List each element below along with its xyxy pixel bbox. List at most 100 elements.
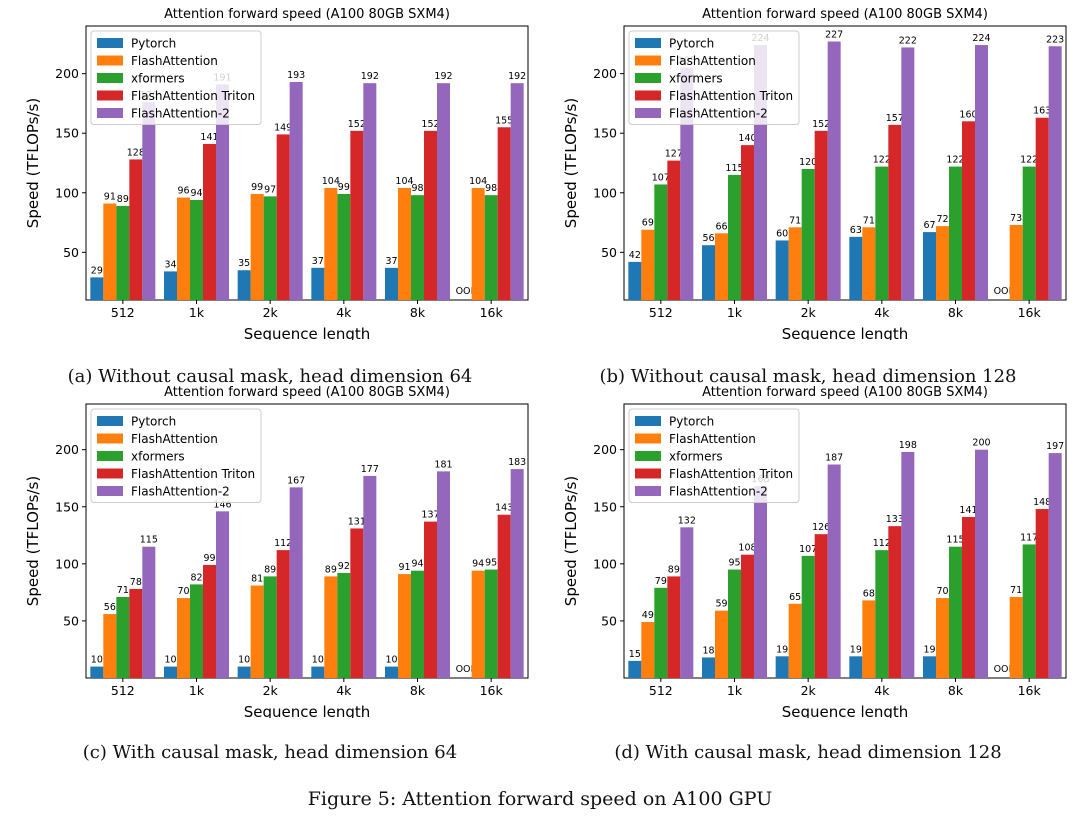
chart-a-bar-flashattention-2 [289,81,303,300]
chart-c-legend-swatch-flashattention-triton [97,468,123,479]
chart-c-bar-flashattention [177,598,190,678]
chart-d-bar-flashattention [936,598,949,678]
chart-b-data-label: 115 [725,163,743,174]
chart-d-bar-flashattention-2 [680,527,694,678]
chart-b-legend-label-pytorch: Pytorch [669,37,714,51]
chart-c-legend-label-flashattention-2: FlashAttention-2 [131,485,230,499]
chart-d-legend-label-flashattention-triton: FlashAttention Triton [669,467,793,481]
chart-a-xtick-label: 1k [189,305,205,320]
chart-d: Attention forward speed (A100 80GB SXM4)… [538,378,1078,718]
chart-c-legend [90,408,262,503]
chart-a-bar-flashattention [398,188,411,300]
chart-a-data-label: 97 [264,184,276,195]
chart-a-data-label: 91 [104,192,116,203]
chart-a-ytick-label: 150 [55,126,79,141]
caption-d: (d) With causal mask, head dimension 128 [614,742,1002,763]
chart-d-bar-xformers [654,587,668,678]
chart-c-bar-flashattention-2 [437,471,450,678]
chart-b-bar-flashattention-2 [1048,46,1062,301]
chart-c-data-label: 91 [398,562,410,573]
chart-b-bar-xformers [728,174,741,300]
chart-d-data-label: 112 [873,538,891,549]
chart-a-xtick-label: 16k [480,305,504,320]
chart-d-bar-pytorch [702,657,715,678]
chart-a-data-label: 193 [287,70,305,81]
chart-d-legend-swatch-flashattention-2 [635,486,661,496]
chart-a-bar-xformers [484,195,498,300]
chart-b-bar-flashattention-triton [888,124,902,300]
chart-a-bar-flashattention-triton [276,134,290,300]
chart-c-data-label: 146 [213,499,231,510]
chart-d-data-label: 18 [702,645,714,656]
chart-d-data-label: 141 [959,505,977,516]
chart-b-bar-pytorch [849,236,863,300]
chart-a-data-label: 37 [385,256,397,267]
chart-c-bar-pytorch [164,666,177,678]
chart-d-oom-label: OOM [994,664,1017,675]
chart-b-legend-swatch-pytorch [635,38,661,48]
chart-d-data-label: 19 [776,644,788,655]
chart-d-data-label: 79 [655,576,667,587]
chart-b-data-label: 71 [789,215,801,226]
chart-a-bar-flashattention-triton [203,143,216,300]
chart-c-data-label: 181 [434,459,452,470]
chart-c-bar-flashattention [471,570,485,678]
chart-b-oom-label: OOM [994,286,1017,297]
chart-c: Attention forward speed (A100 80GB SXM4)… [0,378,540,718]
chart-c-legend-label-xformers: xformers [131,450,185,464]
chart-b-ytick-label: 100 [593,185,617,200]
chart-a-legend-label-flashattention-triton: FlashAttention Triton [131,89,255,103]
chart-a-bar-flashattention-2 [437,83,450,300]
chart-a-data-label: 104 [395,176,413,187]
chart-d-svg: Attention forward speed (A100 80GB SXM4)… [562,385,1067,718]
chart-b-bar-flashattention [788,227,802,300]
chart-b-data-label: 120 [799,157,817,168]
chart-b-data-label: 71 [863,215,875,226]
chart-c-bar-flashattention-triton [276,550,290,678]
chart-b-data-label: 69 [642,218,654,229]
chart-a-data-label: 98 [411,183,423,194]
chart-d-xlabel: Sequence length [782,703,909,718]
chart-d-bar-pytorch [775,656,789,678]
chart-a-xtick-label: 2k [263,305,279,320]
chart-b-ylabel: Speed (TFLOPs/s) [562,98,580,228]
chart-c-data-label: 115 [140,535,158,546]
chart-a: Attention forward speed (A100 80GB SXM4)… [0,0,540,340]
chart-b-data-label: 122 [946,155,964,166]
chart-d-data-label: 95 [728,558,740,569]
chart-c-ylabel: Speed (TFLOPs/s) [24,476,42,606]
caption-b: (b) Without causal mask, head dimension … [599,366,1017,387]
chart-c-bar-flashattention [250,585,264,678]
chart-a-legend-label-flashattention-2: FlashAttention-2 [131,107,230,121]
chart-a-svg: Attention forward speed (A100 80GB SXM4)… [24,7,529,340]
chart-a-bar-pytorch [237,270,251,300]
chart-c-ytick-label: 150 [55,499,79,514]
chart-c-data-label: 143 [495,503,513,514]
chart-a-legend-swatch-flashattention-triton [97,90,123,101]
chart-a-data-label: 35 [238,258,250,269]
chart-c-data-label: 131 [348,516,366,527]
chart-d-bar-flashattention [788,603,802,678]
chart-a-bar-flashattention-2 [363,83,377,300]
chart-a-title: Attention forward speed (A100 80GB SXM4) [164,7,450,22]
chart-c-data-label: 81 [251,574,263,585]
chart-a-bar-xformers [337,193,351,300]
chart-d-data-label: 71 [1010,585,1022,596]
chart-d-xtick-label: 4k [874,683,890,698]
chart-a-data-label: 104 [322,176,340,187]
chart-d-data-label: 70 [936,586,948,597]
chart-b-legend-label-xformers: xformers [669,72,723,86]
chart-b-data-label: 127 [665,149,683,160]
chart-a-data-label: 128 [127,147,145,158]
chart-b-xtick-label: 8k [948,305,964,320]
chart-c-bar-flashattention-triton [129,588,143,678]
chart-b-bar-pytorch [628,261,642,300]
chart-d-data-label: 49 [642,610,654,621]
chart-c-data-label: 78 [130,577,142,588]
chart-c-xtick-label: 512 [111,683,135,698]
chart-b-data-label: 223 [1046,34,1064,45]
chart-a-legend-swatch-xformers [97,73,123,83]
chart-b-bar-flashattention-triton [1035,117,1049,300]
chart-b-xtick-label: 512 [649,305,673,320]
chart-a-data-label: 104 [469,176,487,187]
